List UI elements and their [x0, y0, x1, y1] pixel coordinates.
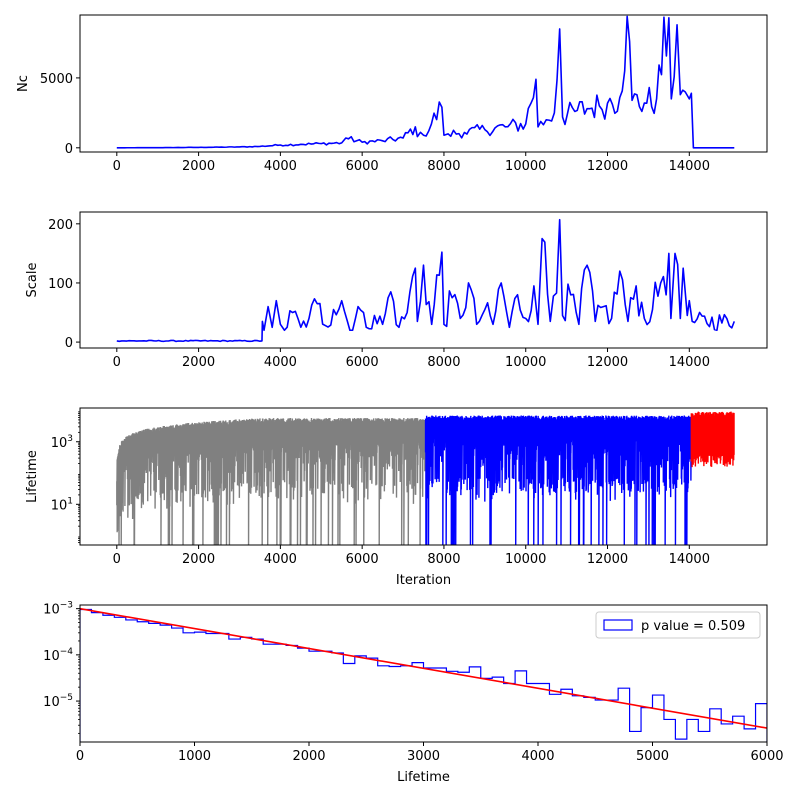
x-tick-label: 8000 — [427, 355, 460, 370]
x-tick-label: 0 — [113, 355, 121, 370]
series-blue — [424, 415, 692, 545]
series-line — [116, 218, 736, 343]
x-tick-label: 4000 — [264, 552, 297, 567]
x-tick-label: 3000 — [407, 749, 440, 764]
axes-frame — [79, 14, 768, 153]
x-tick-label: 12000 — [587, 552, 628, 567]
y-tick-label: 200 — [48, 218, 73, 233]
x-tick-label: 12000 — [587, 355, 628, 370]
x-tick-label: 6000 — [346, 552, 379, 567]
y-axis-label: Scale — [25, 263, 40, 298]
y-tick-label: 10−5 — [43, 693, 73, 710]
histogram — [80, 608, 767, 742]
x-tick-label: 10000 — [505, 159, 546, 174]
x-axis-label: Iteration — [396, 573, 451, 588]
x-tick-label: 4000 — [264, 159, 297, 174]
y-tick-label: 101 — [51, 496, 73, 513]
x-tick-label: 4000 — [521, 749, 554, 764]
x-tick-label: 2000 — [182, 159, 215, 174]
axes-frame — [79, 407, 768, 546]
legend-box — [595, 611, 761, 639]
x-tick-label: 14000 — [669, 355, 710, 370]
y-tick-label: 0 — [65, 336, 73, 351]
series-gray — [116, 418, 426, 545]
legend-label: p value = 0.509 — [641, 619, 745, 634]
y-tick-label: 10−3 — [43, 601, 73, 618]
subplot-1: 0 2000 4000 6000 8000 10000 12000 14000 0 5000 Nc — [16, 14, 768, 174]
legend-swatch — [603, 619, 633, 631]
x-tick-label: 2000 — [182, 552, 215, 567]
x-tick-label: 10000 — [505, 552, 546, 567]
x-tick-label: 0 — [113, 159, 121, 174]
x-tick-label: 14000 — [669, 159, 710, 174]
x-axis-label: Lifetime — [397, 770, 450, 785]
plot-area — [116, 15, 735, 149]
x-tick-label: 8000 — [427, 552, 460, 567]
y-tick-label: 100 — [48, 277, 73, 292]
subplot-4: p value = 0.509 0 1000 2000 3000 4000 5000 6000… — [43, 601, 783, 785]
y-tick-label: 10−4 — [43, 647, 73, 664]
x-tick-label: 8000 — [427, 159, 460, 174]
x-tick-label: 6000 — [346, 355, 379, 370]
subplot-3: 0 2000 4000 6000 8000 10000 12000 14000 101 103 Li… — [25, 407, 768, 588]
legend: p value = 0.509 — [595, 611, 761, 639]
x-tick-label: 2000 — [182, 355, 215, 370]
x-tick-label: 4000 — [264, 355, 297, 370]
x-tick-label: 6000 — [750, 749, 783, 764]
plot-area — [116, 218, 736, 343]
y-axis-label: Lifetime — [25, 450, 40, 503]
y-tick-label: 103 — [51, 434, 73, 451]
plot-area — [80, 607, 767, 742]
fit-line — [80, 607, 767, 729]
x-tick-label: 5000 — [636, 749, 669, 764]
x-tick-label: 1000 — [178, 749, 211, 764]
series-line — [116, 15, 735, 149]
subplot-2: 0 2000 4000 6000 8000 10000 12000 14000 0 100 200 S… — [25, 211, 768, 370]
x-tick-label: 14000 — [669, 552, 710, 567]
x-tick-label: 12000 — [587, 159, 628, 174]
x-tick-label: 0 — [113, 552, 121, 567]
x-tick-label: 2000 — [292, 749, 325, 764]
y-axis-label: Nc — [16, 75, 31, 92]
axes-frame — [79, 211, 768, 349]
x-tick-label: 0 — [76, 749, 84, 764]
series-red — [690, 411, 735, 468]
x-tick-label: 10000 — [505, 355, 546, 370]
plot-area — [116, 411, 735, 545]
y-tick-label: 5000 — [40, 72, 73, 87]
x-tick-label: 6000 — [346, 159, 379, 174]
y-tick-label: 0 — [65, 142, 73, 157]
